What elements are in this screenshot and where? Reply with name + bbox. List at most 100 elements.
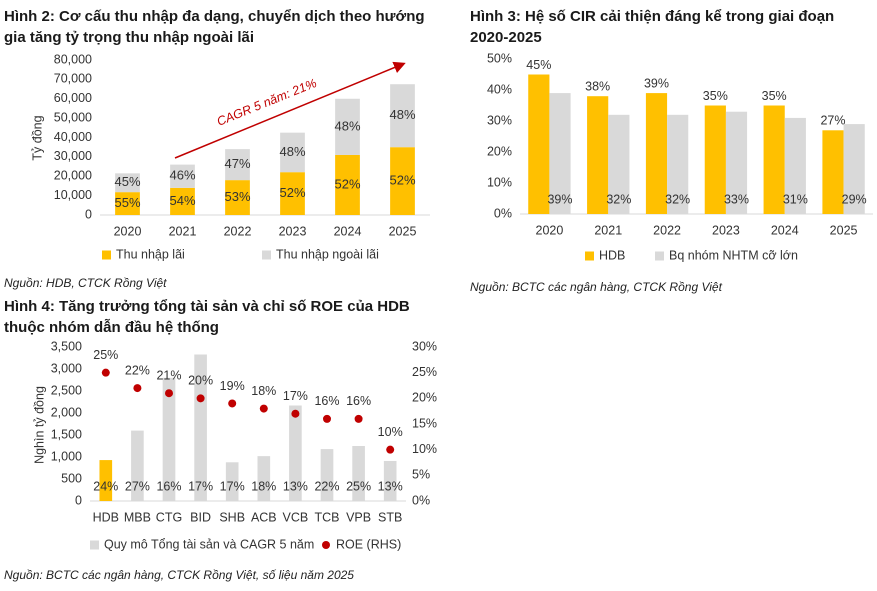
- bar-segment: [170, 187, 195, 215]
- bar: [725, 111, 748, 214]
- cagr-label: 18%: [251, 479, 276, 493]
- x-tick-label: MBB: [124, 510, 151, 524]
- y-tick-label: 3,000: [51, 361, 82, 375]
- bar: [225, 462, 239, 501]
- bar: [549, 93, 571, 214]
- legend-label: Thu nhập lãi: [116, 247, 185, 261]
- legend-swatch: [322, 541, 330, 549]
- bar: [383, 460, 397, 501]
- bar: [289, 405, 302, 501]
- value-label: 33%: [724, 192, 749, 206]
- roe-dot: [196, 394, 205, 403]
- value-label: 35%: [762, 89, 787, 103]
- x-tick-label: 2022: [653, 223, 681, 237]
- share-label: 47%: [224, 156, 250, 171]
- x-tick-label: 2021: [594, 223, 622, 237]
- share-label: 52%: [389, 173, 415, 188]
- bar-segment: [390, 84, 415, 148]
- value-label: 25%: [93, 348, 118, 362]
- x-tick-label: VPB: [346, 510, 371, 524]
- value-label: 16%: [314, 394, 339, 408]
- chart-title: Hình 2: Cơ cấu thu nhập đa dạng, chuyển …: [4, 8, 425, 46]
- bar: [784, 117, 806, 214]
- share-label: 54%: [169, 193, 195, 208]
- y2-tick-label: 25%: [412, 365, 437, 379]
- y2-tick-label: 15%: [412, 416, 437, 430]
- y-tick-label: 50%: [487, 51, 512, 65]
- y-tick-label: 70,000: [54, 72, 92, 86]
- value-label: 20%: [188, 374, 213, 388]
- bar-segment: [335, 154, 360, 215]
- y-tick-label: 80,000: [54, 52, 92, 66]
- y-tick-label: 30%: [487, 113, 512, 127]
- value-label: 21%: [156, 368, 181, 382]
- bar-segment: [390, 147, 415, 215]
- x-tick-label: 2025: [389, 224, 417, 238]
- bar: [528, 74, 550, 214]
- x-tick-label: 2020: [114, 224, 142, 238]
- y-tick-label: 1,000: [51, 449, 82, 463]
- bar: [257, 456, 271, 501]
- bar: [843, 124, 865, 214]
- cagr-label: 13%: [283, 479, 308, 493]
- y-tick-label: 3,500: [51, 339, 82, 353]
- x-tick-label: VCB: [283, 510, 309, 524]
- legend-swatch: [262, 250, 271, 260]
- x-tick-label: HDB: [93, 510, 119, 524]
- x-tick-label: 2021: [169, 224, 197, 238]
- y-tick-label: 20%: [487, 144, 512, 158]
- bar-segment: [225, 149, 250, 181]
- roe-dot: [291, 409, 300, 418]
- legend-swatch: [655, 251, 664, 261]
- legend-swatch: [102, 250, 111, 260]
- cagr-label: 25%: [346, 479, 371, 493]
- value-label: 31%: [783, 192, 808, 206]
- value-label: 29%: [842, 192, 867, 206]
- legend-label: Thu nhập ngoài lãi: [276, 247, 379, 261]
- cagr-label: 17%: [220, 479, 245, 493]
- cagr-label: 17%: [188, 479, 213, 493]
- y2-tick-label: 0%: [412, 493, 430, 507]
- bar-segment: [225, 180, 250, 215]
- bar: [99, 460, 113, 501]
- value-label: 39%: [644, 76, 669, 90]
- bar: [352, 446, 365, 501]
- legend-label: ROE (RHS): [336, 537, 401, 551]
- share-label: 52%: [279, 185, 305, 200]
- y-tick-label: 30,000: [54, 149, 92, 163]
- value-label: 22%: [125, 363, 150, 377]
- legend-swatch: [90, 540, 99, 550]
- y2-tick-label: 20%: [412, 391, 437, 405]
- y-tick-label: 40,000: [54, 130, 92, 144]
- cagr-label: 27%: [125, 479, 150, 493]
- share-label: 45%: [114, 174, 140, 189]
- value-label: 10%: [378, 425, 403, 439]
- x-tick-label: 2024: [771, 223, 799, 237]
- value-label: 16%: [346, 394, 371, 408]
- value-label: 35%: [703, 89, 728, 103]
- share-label: 53%: [224, 189, 250, 204]
- y-axis-label: Nghìn tỷ đồng: [32, 386, 46, 464]
- bar: [763, 105, 785, 214]
- x-tick-label: CTG: [156, 510, 182, 524]
- source-note: Nguồn: BCTC các ngân hàng, CTCK Rồng Việ…: [470, 280, 722, 294]
- y2-tick-label: 10%: [412, 442, 437, 456]
- roe-dot: [259, 404, 268, 413]
- annotation-arrow: [174, 61, 406, 159]
- x-tick-label: 2022: [224, 224, 252, 238]
- y-axis-label: Tỷ đồng: [30, 115, 44, 160]
- y-tick-label: 40%: [487, 82, 512, 96]
- bar: [320, 449, 334, 501]
- value-label: 32%: [665, 192, 690, 206]
- bar-segment: [115, 192, 140, 215]
- y-tick-label: 0: [75, 493, 82, 507]
- share-label: 55%: [114, 195, 140, 210]
- bar: [822, 130, 844, 214]
- x-tick-label: 2023: [712, 223, 740, 237]
- roe-dot: [386, 445, 395, 454]
- share-label: 46%: [169, 168, 195, 183]
- value-label: 17%: [283, 389, 308, 403]
- roe-dot: [354, 414, 363, 423]
- source-note: Nguồn: BCTC các ngân hàng, CTCK Rồng Việ…: [4, 568, 354, 582]
- value-label: 38%: [585, 79, 610, 93]
